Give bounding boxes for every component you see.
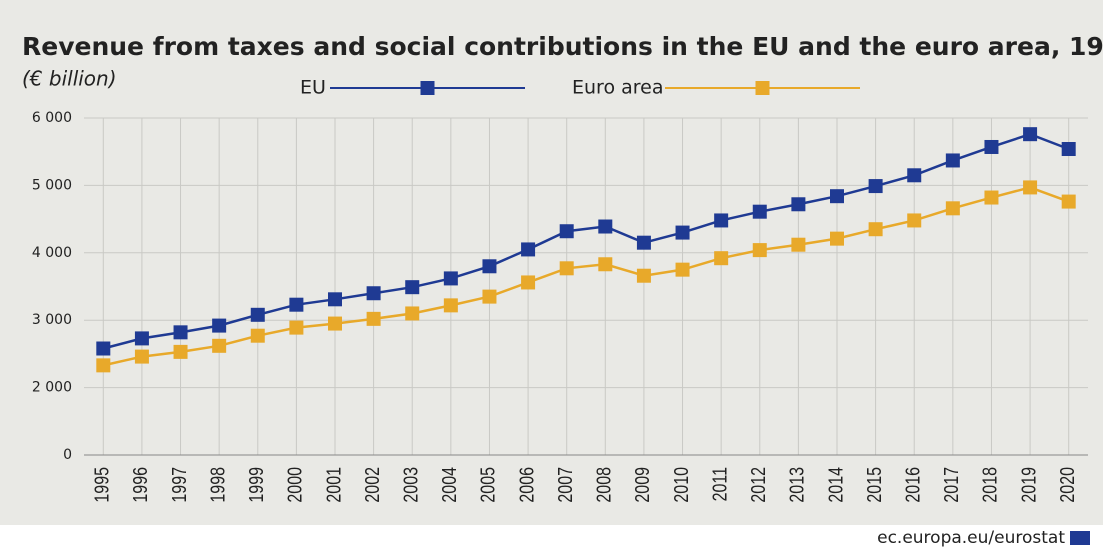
x-tick-label: 2001	[323, 467, 345, 503]
source: ec.europa.eu/eurostat	[877, 528, 1065, 548]
point-marker	[1061, 142, 1076, 157]
point-marker	[945, 201, 960, 216]
x-tick-label: 2006	[516, 467, 538, 503]
point-marker	[289, 320, 304, 335]
x-tick-label: 2013	[786, 467, 808, 503]
point-marker	[1023, 180, 1038, 195]
point-marker	[405, 280, 420, 295]
x-tick-label: 2020	[1056, 467, 1078, 503]
point-marker	[173, 344, 188, 359]
legend-marker	[755, 81, 770, 95]
point-marker	[945, 153, 960, 168]
point-marker	[366, 311, 381, 326]
point-marker	[212, 318, 227, 333]
x-tick-label: 2012	[747, 467, 769, 503]
point-marker	[328, 316, 342, 331]
x-tick-label: 2014	[825, 467, 847, 503]
point-marker	[714, 213, 729, 228]
y-tick-label: 4 000	[32, 245, 72, 261]
y-tick-label: 5 000	[32, 177, 72, 193]
point-marker	[830, 189, 844, 204]
y-tick-label: 0	[63, 447, 72, 463]
point-marker	[984, 190, 999, 205]
y-tick-label: 6 000	[32, 110, 72, 126]
x-tick-label: 2005	[477, 467, 499, 503]
point-marker	[482, 289, 497, 304]
x-tick-label: 2018	[979, 467, 1001, 503]
chart-background	[0, 0, 1103, 525]
point-marker	[250, 307, 265, 322]
x-tick-label: 2009	[632, 467, 654, 503]
x-tick-label: 1998	[207, 467, 229, 503]
point-marker	[868, 179, 883, 194]
point-marker	[714, 251, 729, 266]
point-marker	[443, 271, 458, 286]
x-tick-label: 1999	[245, 467, 267, 503]
x-tick-label: 1996	[130, 467, 152, 503]
x-tick-label: 2000	[284, 467, 306, 503]
x-tick-label: 2011	[709, 467, 731, 501]
point-marker	[521, 242, 536, 257]
point-marker	[791, 197, 806, 212]
point-marker	[791, 237, 806, 252]
point-marker	[250, 328, 265, 343]
point-marker	[559, 261, 574, 276]
x-tick-label: 2019	[1018, 467, 1040, 503]
x-tick-label: 2015	[863, 467, 885, 503]
point-marker	[405, 306, 420, 321]
point-marker	[636, 268, 651, 283]
point-marker	[366, 286, 381, 301]
point-marker	[559, 224, 574, 239]
x-tick-label: 2003	[400, 467, 422, 503]
x-tick-label: 2007	[554, 467, 576, 503]
point-marker	[212, 338, 227, 353]
x-tick-label: 2002	[361, 467, 383, 503]
point-marker	[173, 325, 188, 340]
point-marker	[598, 219, 613, 234]
point-marker	[868, 222, 883, 237]
x-tick-label: 2016	[902, 467, 924, 503]
point-marker	[443, 298, 458, 313]
legend-label: Euro area	[572, 77, 663, 99]
point-marker	[907, 213, 922, 228]
point-marker	[984, 139, 999, 154]
x-tick-label: 2008	[593, 467, 615, 503]
point-marker	[521, 275, 536, 290]
eu-flag-icon	[1070, 531, 1090, 545]
point-marker	[636, 235, 651, 250]
legend-label: EU	[300, 77, 326, 99]
chart-subtitle: (€ billion)	[22, 67, 117, 91]
point-marker	[907, 168, 922, 183]
point-marker	[752, 243, 767, 258]
point-marker	[598, 257, 613, 272]
chart-title: Revenue from taxes and social contributi…	[22, 32, 1103, 61]
point-marker	[482, 259, 497, 274]
x-tick-label: 2017	[940, 467, 962, 503]
point-marker	[96, 341, 111, 356]
point-marker	[675, 262, 690, 277]
point-marker	[830, 231, 844, 246]
x-tick-label: 1997	[168, 467, 190, 503]
point-marker	[134, 349, 149, 364]
point-marker	[134, 331, 149, 346]
x-tick-label: 2010	[670, 467, 692, 503]
point-marker	[328, 292, 342, 307]
y-tick-label: 3 000	[32, 312, 72, 328]
point-marker	[289, 297, 304, 312]
point-marker	[1023, 127, 1038, 142]
x-tick-label: 1995	[91, 467, 113, 503]
point-marker	[752, 204, 767, 219]
y-tick-label: 2 000	[32, 380, 72, 396]
point-marker	[1061, 194, 1076, 209]
legend-marker	[420, 81, 435, 95]
point-marker	[675, 225, 690, 240]
point-marker	[96, 358, 111, 373]
x-tick-label: 2004	[438, 467, 460, 503]
